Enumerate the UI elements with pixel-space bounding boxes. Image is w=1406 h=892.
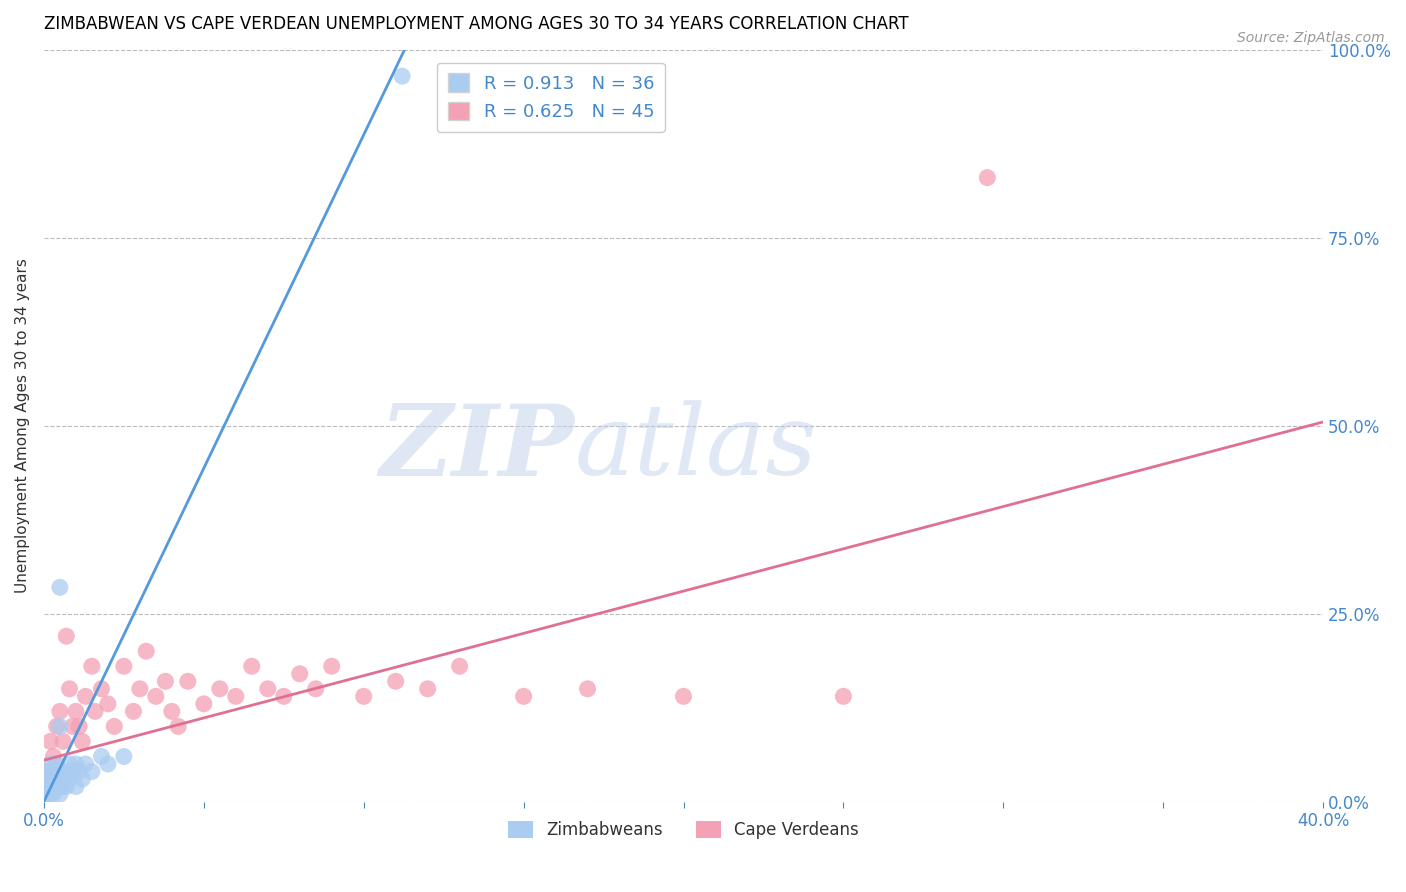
Point [62,719,84,733]
Point [67,764,90,779]
Point [49,780,72,794]
Point [35,764,58,779]
Point [416,681,439,696]
Point [55,780,77,794]
Point [135,644,157,658]
Point [305,681,328,696]
Point [39,780,62,794]
Point [72,772,94,786]
Point [576,681,599,696]
Legend: Zimbabweans, Cape Verdeans: Zimbabweans, Cape Verdeans [501,814,866,846]
Point [112,749,135,764]
Text: Source: ZipAtlas.com: Source: ZipAtlas.com [1237,31,1385,45]
Point [45,772,67,786]
Point [39,787,62,801]
Point [49,764,72,779]
Point [39,756,62,771]
Point [80,764,103,779]
Point [75,756,97,771]
Point [391,69,413,83]
Point [49,719,72,733]
Y-axis label: Unemployment Among Ages 30 to 34 years: Unemployment Among Ages 30 to 34 years [15,259,30,593]
Point [52,780,75,794]
Point [55,629,77,643]
Point [49,787,72,801]
Point [321,659,343,673]
Point [80,659,103,673]
Point [672,690,695,704]
Point [39,764,62,779]
Point [122,704,145,718]
Point [155,674,177,689]
Point [112,659,135,673]
Point [49,704,72,718]
Point [193,697,215,711]
Point [45,756,67,771]
Point [45,719,67,733]
Point [177,674,200,689]
Text: ZIP: ZIP [380,400,575,497]
Point [288,666,311,681]
Point [42,772,65,786]
Point [65,756,87,771]
Point [52,734,75,748]
Point [39,734,62,748]
Point [256,681,278,696]
Point [42,787,65,801]
Point [65,704,87,718]
Text: ZIMBABWEAN VS CAPE VERDEAN UNEMPLOYMENT AMONG AGES 30 TO 34 YEARS CORRELATION CH: ZIMBABWEAN VS CAPE VERDEAN UNEMPLOYMENT … [44,15,908,33]
Point [976,170,998,185]
Point [49,580,72,594]
Point [512,690,534,704]
Point [353,690,375,704]
Point [167,719,190,733]
Point [72,734,94,748]
Point [84,704,107,718]
Point [273,690,295,704]
Text: atlas: atlas [575,401,817,496]
Point [58,772,80,786]
Point [55,764,77,779]
Point [62,764,84,779]
Point [35,772,58,786]
Point [90,749,112,764]
Point [58,756,80,771]
Point [45,780,67,794]
Point [52,772,75,786]
Point [225,690,247,704]
Point [384,674,406,689]
Point [97,697,120,711]
Point [42,749,65,764]
Point [103,719,125,733]
Point [42,764,65,779]
Point [39,780,62,794]
Point [832,690,855,704]
Point [75,690,97,704]
Point [160,704,183,718]
Point [145,690,167,704]
Point [35,787,58,801]
Point [240,659,263,673]
Point [128,681,150,696]
Point [35,780,58,794]
Point [97,756,120,771]
Point [208,681,231,696]
Point [67,719,90,733]
Point [58,681,80,696]
Point [449,659,471,673]
Point [90,681,112,696]
Point [65,780,87,794]
